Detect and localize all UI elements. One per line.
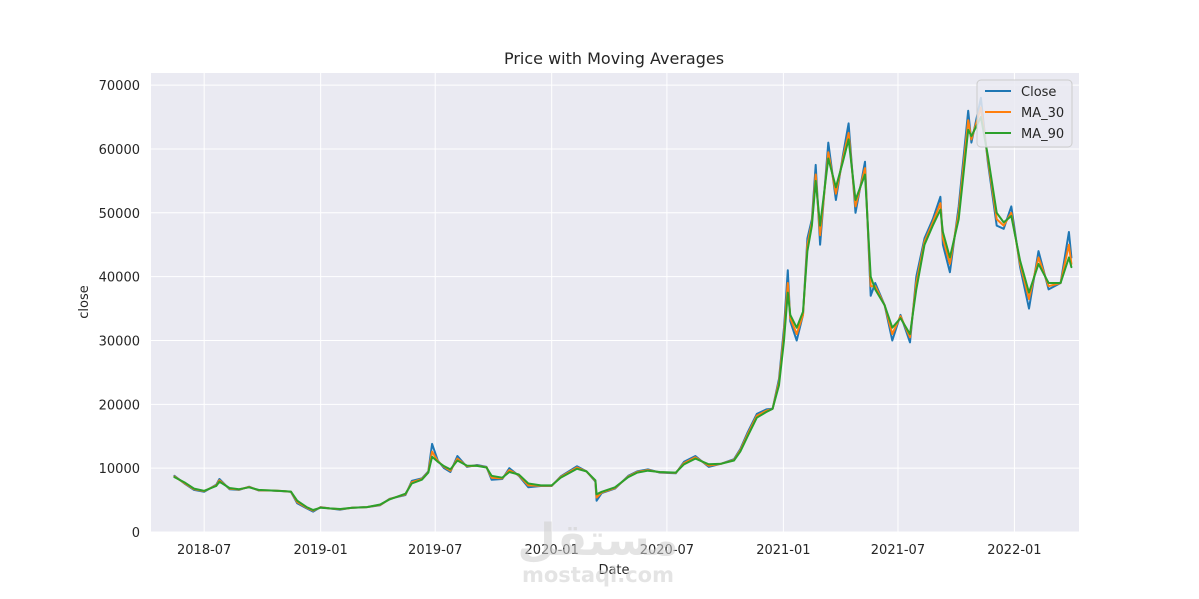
x-tick-label: 2019-01	[293, 543, 347, 558]
x-tick-label: 2018-07	[177, 543, 231, 558]
legend-box	[976, 79, 1073, 148]
plot-area	[151, 73, 1079, 532]
y-tick-label: 20000	[99, 398, 140, 413]
x-tick-label: 2022-01	[987, 543, 1041, 558]
y-tick-label: 0	[132, 526, 140, 541]
y-tick-label: 60000	[99, 143, 140, 158]
legend-label: MA_90	[1021, 127, 1064, 142]
x-tick-label: 2020-01	[525, 543, 579, 558]
y-tick-label: 50000	[99, 207, 140, 222]
x-tick-label: 2021-07	[871, 543, 925, 558]
x-tick-label: 2020-07	[640, 543, 694, 558]
y-axis-title: close	[77, 285, 92, 318]
y-tick-label: 70000	[99, 79, 140, 94]
series-lines	[173, 96, 1073, 513]
x-axis-title: Date	[598, 563, 629, 578]
y-tick-label: 10000	[99, 462, 140, 477]
x-tick-label: 2021-01	[756, 543, 810, 558]
grid-lines	[151, 73, 1079, 533]
legend-label: MA_30	[1021, 106, 1064, 121]
series-line-ma-90	[173, 116, 1073, 511]
watermark-logo: مستقل mostaql.com	[518, 515, 679, 587]
watermark-latin: mostaql.com	[522, 563, 674, 587]
x-tick-labels: 2018-07 2019-01 2019-07 2020-01 2020-07 2021-…	[177, 543, 1042, 558]
chart-title: Price with Moving Averages	[504, 49, 724, 68]
y-tick-label: 40000	[99, 271, 140, 286]
x-tick-label: 2019-07	[408, 543, 462, 558]
legend: Close MA_30 MA_90	[976, 79, 1073, 148]
legend-label: Close	[1021, 85, 1056, 100]
y-tick-label: 30000	[99, 334, 140, 349]
y-tick-labels: 0 10000 20000 30000 40000 50000 60000 70000	[99, 79, 140, 541]
watermark-arabic: مستقل	[518, 515, 679, 566]
